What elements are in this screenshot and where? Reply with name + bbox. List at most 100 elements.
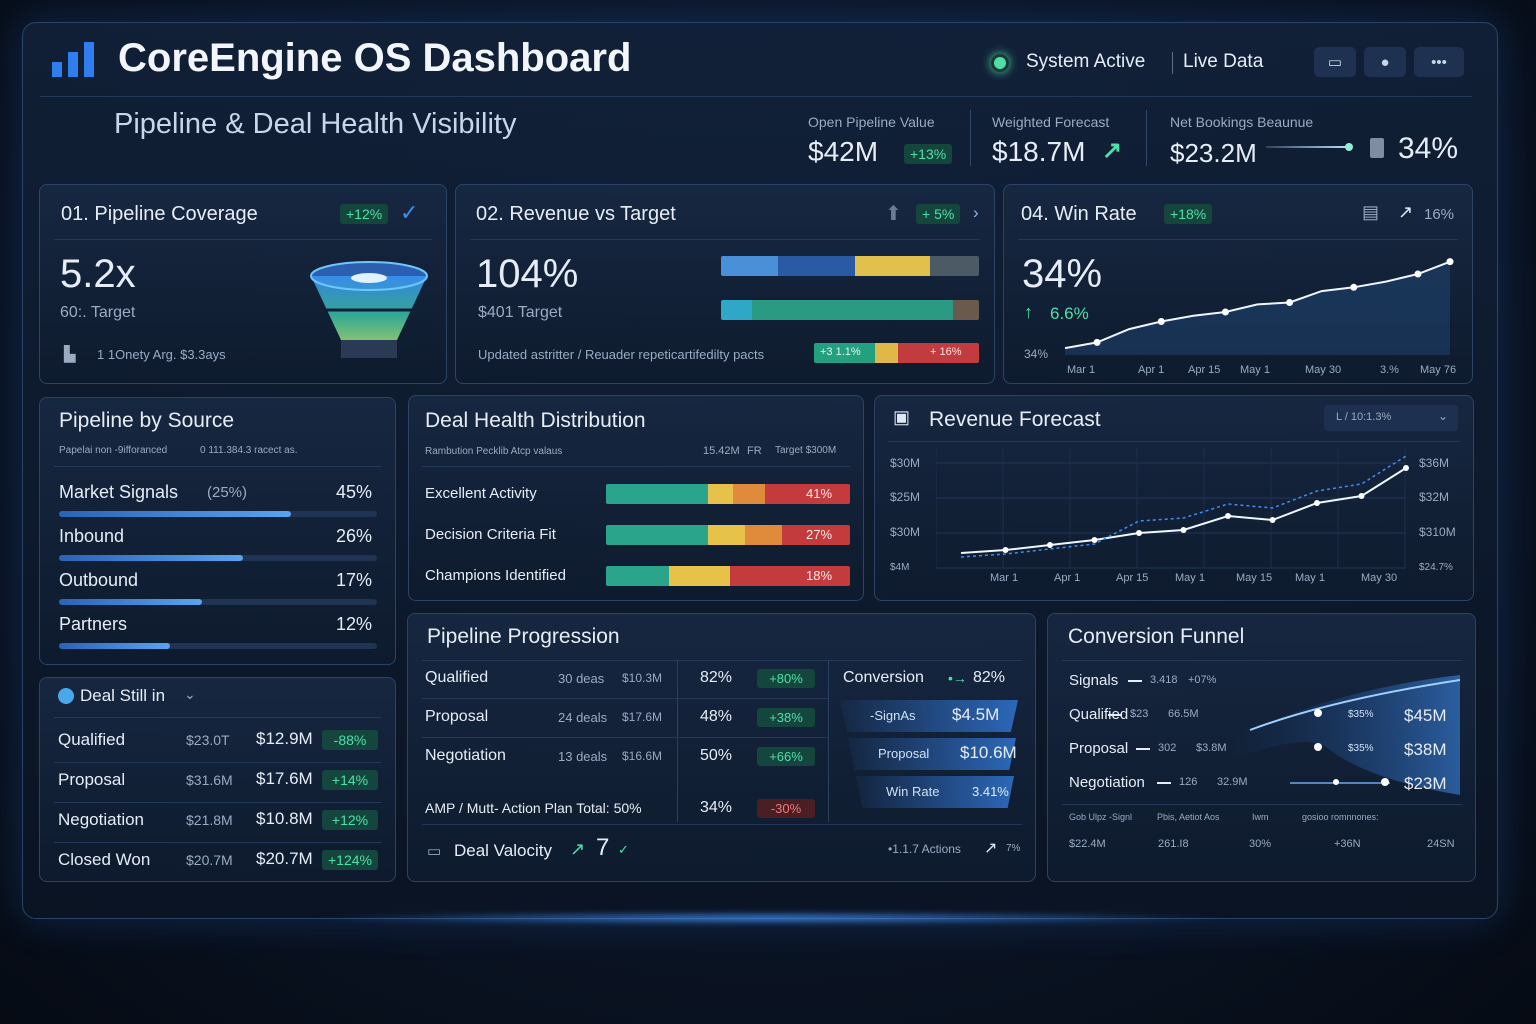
funnel-rate: $35% [1348, 743, 1374, 754]
progression-percent: 48% [700, 708, 733, 725]
revenue-target: $401 Target [478, 304, 563, 321]
health-percent: 41% [806, 486, 833, 501]
card-subtitle-mid2: FR [747, 445, 762, 457]
stage-value: $12.9M [256, 729, 313, 748]
health-bar-segment [606, 525, 709, 545]
y-tick-right: $310M [1419, 525, 1456, 539]
progression-percent: 50% [700, 747, 733, 764]
kpi-value: $23.2M [1170, 138, 1257, 168]
card-subtitle: Rambution Pecklib Atcp valaus [425, 446, 563, 457]
card-divider [1062, 660, 1462, 661]
funnel-rate: $35% [1348, 709, 1374, 720]
x-tick: May 76 [1420, 364, 1457, 376]
card-subtitle-right: 0 111.384.3 racect as. [200, 445, 298, 456]
trend-icon: ↗ [1398, 202, 1414, 222]
stage-label: Negotiation [58, 810, 145, 829]
progression-percent: 82% [700, 669, 733, 686]
source-share: (25%) [207, 484, 248, 501]
progression-deals: 24 deals [558, 710, 608, 725]
velocity-icon: ▭ [427, 843, 442, 860]
kpi-label: Open Pipeline Value [808, 114, 935, 130]
funnel-value: $23M [1404, 774, 1447, 793]
card-title: 04. Win Rate [1021, 203, 1137, 225]
x-tick: May 30 [1305, 364, 1342, 376]
funnel-footer-label: gosioo romnnones: [1302, 812, 1379, 822]
source-bar [59, 599, 377, 605]
trend-up-icon: ↗ [1102, 137, 1123, 164]
forecast-point [1403, 465, 1409, 471]
health-bar-segment [708, 484, 733, 504]
funnel-count: 3.418 [1150, 674, 1178, 686]
progression-deals: 13 deals [558, 749, 608, 764]
check-trend-icon: ✓ [400, 200, 419, 225]
chevron-down-icon[interactable]: ⌄ [184, 686, 196, 702]
card-divider [470, 239, 980, 240]
funnel-footer-value: +36N [1334, 838, 1361, 850]
funnel-dash [1157, 782, 1171, 784]
progression-change-badge: +66% [757, 747, 815, 766]
card-title: 02. Revenue vs Target [476, 203, 676, 225]
y-tick-left: $4M [890, 562, 910, 573]
chevron-right-icon[interactable]: › [973, 203, 979, 222]
forecast-point [1047, 542, 1053, 548]
y-tick-left: $30M [890, 456, 921, 470]
x-tick: May 30 [1361, 572, 1398, 584]
health-bar [606, 484, 850, 504]
range-dropdown-value: L / 10:1.3% [1336, 411, 1392, 423]
card-title: Pipeline Progression [427, 625, 620, 648]
download-icon[interactable]: ▣ [893, 407, 911, 427]
win-rate-point [1093, 338, 1101, 346]
win-rate-card[interactable] [1003, 184, 1473, 384]
card-badge: + 5% [916, 204, 961, 224]
user-icon[interactable]: ● [1364, 47, 1406, 77]
header-divider [40, 96, 1472, 97]
camera-icon[interactable]: ▭ [1314, 47, 1356, 77]
card-title: Revenue Forecast [929, 408, 1101, 431]
funnel-amount: $3.8M [1196, 742, 1227, 754]
funnel-footer-label: Iwm [1252, 812, 1269, 822]
revenue-bar [721, 256, 979, 276]
funnel-count: 126 [1179, 776, 1198, 788]
divider [1172, 52, 1173, 74]
stage-change-badge: +14% [322, 770, 378, 790]
health-bar-segment [764, 484, 850, 504]
progression-amount: $10.3M [622, 671, 663, 685]
conversion-arrow-icon: •→ [948, 670, 967, 686]
progression-percent: 34% [700, 799, 733, 816]
health-bar-segment [669, 566, 731, 586]
divider [970, 110, 971, 166]
funnel-footer-value: 261.I8 [1158, 838, 1189, 850]
x-tick: Mar 1 [990, 572, 1019, 584]
x-tick: Apr 15 [1116, 572, 1149, 584]
sparkline [1266, 146, 1350, 148]
column-divider [677, 660, 678, 822]
source-label: Partners [59, 614, 128, 634]
card-divider [422, 466, 850, 467]
variance-bar [814, 343, 979, 363]
funnel-stage: Proposal [1069, 740, 1129, 757]
page-subtitle: Pipeline & Deal Health Visibility [114, 108, 517, 140]
progression-amount: $17.6M [622, 710, 663, 724]
card-divider [422, 824, 1022, 825]
chevron-down-icon[interactable]: ⌄ [1438, 409, 1449, 423]
stage-label: Proposal [58, 770, 126, 789]
save-icon[interactable]: ▤ [1362, 202, 1380, 222]
forecast-point [1358, 493, 1365, 499]
pipeline-by-source-card[interactable] [39, 397, 396, 665]
progression-stage: AMP / Mutt- Action Plan Total: 50% [425, 800, 642, 816]
more-icon[interactable]: ••• [1414, 47, 1464, 77]
kpi-label: Weighted Forecast [992, 114, 1110, 130]
funnel-stage: Qualified [1069, 706, 1129, 723]
funnel-footer-value: 30% [1249, 838, 1272, 850]
divider [1146, 110, 1147, 166]
conversion-stage: -SignAs [870, 708, 916, 723]
source-bar-fill [59, 599, 203, 605]
conversion-label: Conversion [843, 669, 924, 686]
x-tick: Apr 1 [1054, 572, 1081, 584]
range-dropdown[interactable] [1324, 405, 1458, 431]
row-divider [422, 737, 828, 738]
progression-stage: Qualified [425, 669, 489, 686]
stage-label: Closed Won [58, 850, 151, 869]
source-percent: 26% [336, 526, 373, 546]
funnel-footer-label: Pbis, Aetiot Aos [1157, 812, 1220, 822]
